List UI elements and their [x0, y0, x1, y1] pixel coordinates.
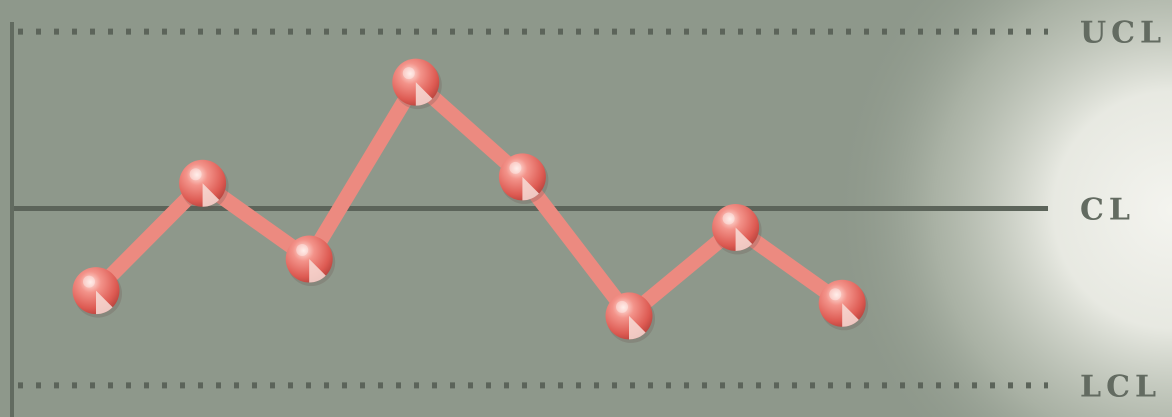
data-point: [179, 159, 229, 211]
series-segment: [301, 74, 424, 267]
series-segment: [408, 74, 530, 185]
control-limit-labels: UCL CL LCL: [1080, 16, 1166, 405]
lcl-label: LCL: [1080, 369, 1161, 404]
data-point: [392, 58, 442, 110]
cl-label: CL: [1080, 193, 1135, 228]
ucl-label: UCL: [1080, 16, 1166, 51]
series-segment: [88, 175, 211, 299]
series-segment: [514, 169, 637, 324]
data-point: [72, 267, 122, 318]
data-point: [818, 279, 869, 331]
data-points: [72, 58, 869, 343]
data-point: [605, 292, 655, 343]
data-point: [498, 153, 549, 204]
data-point: [712, 203, 762, 255]
data-point: [285, 235, 336, 287]
